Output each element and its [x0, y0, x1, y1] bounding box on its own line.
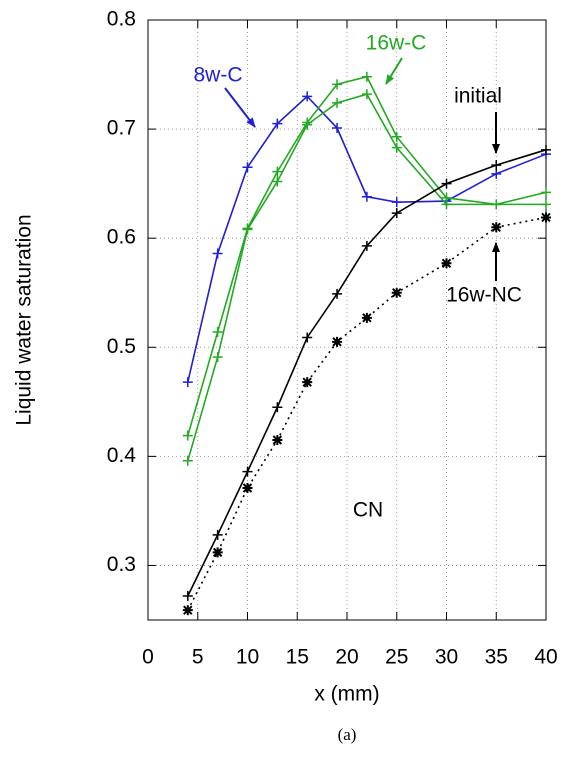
point-marker: [182, 377, 193, 388]
point-marker: [212, 327, 223, 337]
annotation-arrow: [224, 87, 256, 128]
point-marker: [272, 435, 283, 445]
series-label: 8w-C: [193, 64, 242, 87]
x-tick-label: 40: [534, 646, 557, 669]
point-marker: [332, 123, 343, 133]
point-marker: [302, 91, 313, 102]
point-marker: [212, 352, 223, 363]
y-tick-label: 0.7: [107, 117, 136, 140]
point-marker: [541, 199, 551, 210]
x-tick-label: 30: [435, 646, 458, 669]
x-tick-label: 5: [192, 646, 204, 669]
x-tick-label: 25: [385, 646, 408, 669]
point-marker: [391, 131, 402, 142]
series-label: initial: [454, 85, 502, 108]
y-tick-label: 0.5: [107, 335, 136, 358]
point-marker: [491, 222, 502, 233]
point-marker: [391, 142, 402, 153]
point-marker: [182, 591, 193, 601]
point-marker: [332, 79, 343, 90]
point-marker: [361, 240, 372, 251]
point-marker: [242, 466, 253, 477]
point-marker: [361, 312, 372, 323]
point-marker: [491, 160, 502, 171]
point-marker: [272, 402, 283, 413]
point-marker: [272, 166, 283, 177]
point-marker: [182, 455, 193, 466]
series-line: [187, 95, 547, 383]
y-tick-label: 0.6: [107, 226, 136, 249]
point-marker: [182, 605, 193, 616]
point-marker: [541, 144, 551, 155]
y-tick-label: 0.3: [107, 553, 136, 576]
point-marker: [302, 119, 313, 130]
point-marker: [332, 336, 343, 347]
point-marker: [272, 118, 283, 129]
point-marker: [332, 97, 343, 108]
point-marker: [391, 208, 402, 219]
point-marker: [491, 199, 502, 210]
point-marker: [212, 547, 223, 558]
annotation: CN: [353, 499, 383, 522]
point-marker: [272, 176, 283, 187]
x-tick-label: 10: [236, 646, 259, 669]
point-marker: [242, 224, 253, 235]
point-marker: [212, 529, 223, 540]
series-line: [187, 93, 546, 461]
point-marker: [361, 71, 372, 82]
point-marker: [302, 332, 313, 343]
point-marker: [491, 168, 502, 179]
series-label: 16w-C: [366, 32, 427, 55]
point-marker: [302, 377, 313, 388]
annotation-arrow: [385, 57, 403, 85]
series-label: 16w-NC: [446, 284, 522, 307]
x-tick-label: 0: [142, 646, 154, 669]
point-marker: [332, 288, 343, 299]
point-marker: [441, 199, 452, 210]
x-axis-label: x (mm): [314, 683, 379, 706]
point-marker: [441, 178, 452, 189]
x-tick-label: 35: [485, 646, 508, 669]
point-marker: [182, 430, 193, 441]
point-marker: [541, 187, 551, 198]
point-marker: [212, 248, 223, 259]
y-axis-label: Liquid water saturation: [13, 214, 36, 425]
point-marker: [391, 287, 402, 298]
point-marker: [541, 212, 551, 223]
x-tick-label: 15: [286, 646, 309, 669]
point-marker: [242, 162, 253, 173]
series-line: [187, 216, 547, 611]
caption: (a): [338, 725, 357, 744]
point-marker: [441, 258, 452, 269]
x-tick-label: 20: [335, 646, 358, 669]
point-marker: [242, 483, 253, 493]
y-tick-label: 0.4: [107, 444, 137, 467]
point-marker: [391, 197, 402, 208]
y-tick-label: 0.8: [107, 8, 136, 31]
point-marker: [361, 191, 372, 202]
point-marker: [361, 89, 372, 100]
plot-frame: [147, 19, 547, 621]
series-line: [187, 149, 547, 597]
